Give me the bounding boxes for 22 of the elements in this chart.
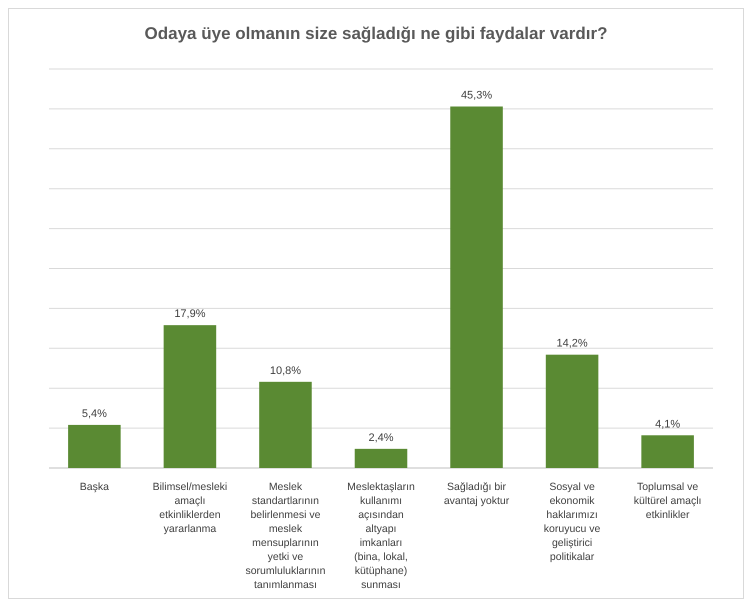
x-tick-label: Meslek standartlarının belirlenmesi ve meslek mensuplarının yetki ve sorumluluklarının tanımlanması (245, 481, 326, 591)
data-label: 17,9% (174, 308, 206, 320)
bar (164, 325, 216, 468)
x-tick-label: Bilimsel/mesleki amaçlı etkinliklerden yararlanma (152, 481, 228, 535)
bar (259, 382, 312, 468)
data-label: 10,8% (270, 364, 302, 377)
data-label: 4,1% (655, 418, 680, 430)
data-label: 2,4% (368, 432, 394, 444)
x-tick-label: Başka (80, 481, 110, 493)
x-tick-label: Meslektaşların kullanımı açısından altyapı imkanları (bina, lokal, kütüphane) sunması (347, 481, 415, 591)
x-tick-label: Sağladığı bir avantaj yoktur (444, 481, 510, 507)
x-tick-label: Sosyal ve ekonomik haklarımızı koruyucu ve geliştirici politikalar (544, 481, 601, 563)
data-label: 5,4% (82, 408, 108, 420)
bar (641, 435, 694, 468)
x-tick-label: Toplumsal ve kültürel amaçlı etkinlikler (634, 481, 702, 521)
bar (68, 424, 121, 468)
data-label: 14,2% (556, 338, 588, 350)
bar (354, 448, 408, 468)
bar (546, 354, 598, 468)
bar (450, 106, 503, 468)
data-label: 45,3% (460, 90, 492, 102)
chart-title: Odaya üye olmanın size sağladığı ne gibi faydalar vardır? (144, 24, 608, 43)
